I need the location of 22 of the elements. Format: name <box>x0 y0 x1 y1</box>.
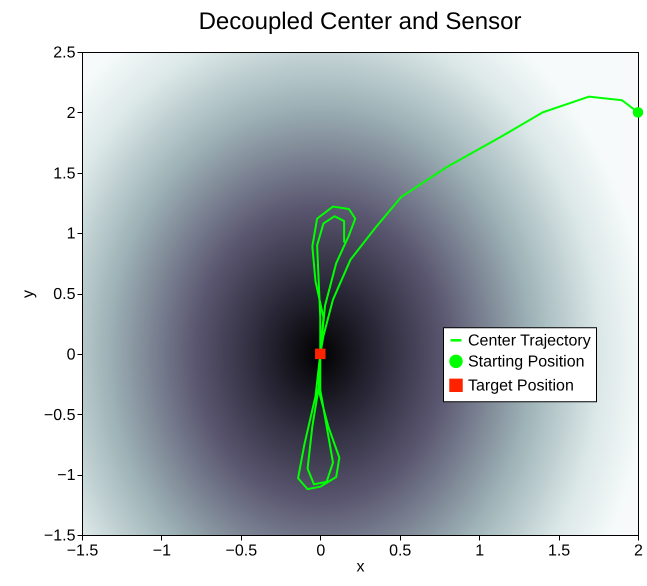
x-axis-title: x <box>356 558 364 576</box>
y-axis-title: y <box>20 290 37 298</box>
chart-title: Decoupled Center and Sensor <box>198 8 522 35</box>
y-tick-label: 1.5 <box>53 165 76 182</box>
x-tick-label: 0 <box>316 542 326 560</box>
y-tick-label: 0 <box>66 346 76 364</box>
y-tick-label: 1 <box>66 226 76 243</box>
y-tick-label: 0.5 <box>53 286 76 303</box>
legend-label: Center Trajectory <box>468 332 591 350</box>
x-tick-label: 2 <box>634 542 644 560</box>
legend-label: Starting Position <box>468 353 585 370</box>
y-tick-label: −1 <box>57 467 76 484</box>
y-tick-label: −0.5 <box>44 406 76 424</box>
x-tick-label: −1 <box>152 542 172 560</box>
x-tick-label: −0.5 <box>226 542 258 560</box>
y-tick-label: −1.5 <box>44 528 76 544</box>
y-tick-label: 2 <box>66 104 76 122</box>
x-tick-label: 0.5 <box>389 542 412 560</box>
legend-label: Target Position <box>468 377 574 394</box>
x-tick-label: 1 <box>475 542 484 560</box>
x-tick-label: 1.5 <box>548 542 570 560</box>
y-tick-label: 2.5 <box>53 44 76 62</box>
